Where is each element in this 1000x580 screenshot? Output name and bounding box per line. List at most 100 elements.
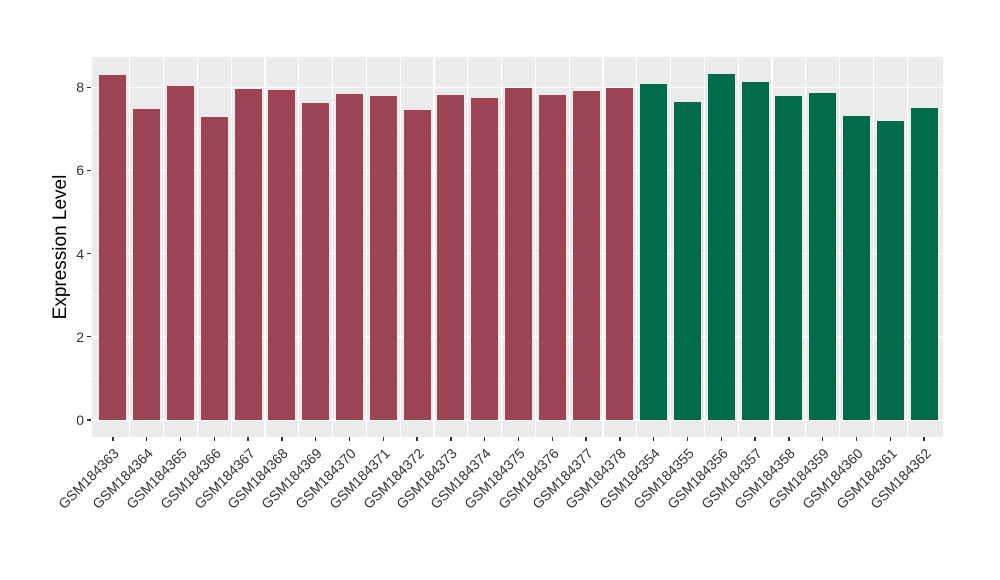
- x-tick-mark-GSM184354: [653, 437, 655, 441]
- bar-GSM184362: [910, 108, 938, 420]
- gridline-x-13: [534, 57, 537, 437]
- bar-GSM184370: [335, 94, 363, 420]
- x-tick-mark-GSM184360: [855, 437, 858, 441]
- bar-slot: [840, 57, 874, 420]
- bar-GSM184358: [775, 96, 803, 420]
- bar-slot: [738, 57, 772, 420]
- gridline-x-8: [365, 57, 368, 437]
- bar-slot: [873, 57, 907, 420]
- gridline-x-1: [129, 57, 131, 437]
- bar-slot: [637, 57, 671, 420]
- x-tick-mark-GSM184375: [517, 437, 520, 441]
- bar-GSM184374: [471, 97, 499, 420]
- bar-slot: [366, 57, 400, 420]
- bar-slot: [231, 57, 265, 420]
- x-tick-mark-GSM184371: [382, 437, 384, 441]
- x-tick-mark-GSM184363: [112, 437, 114, 441]
- gridline-x-15: [602, 57, 604, 437]
- y-tick-mark-0: [87, 419, 91, 421]
- bar-GSM184357: [741, 81, 769, 420]
- gridline-x-21: [805, 57, 807, 437]
- bar-GSM184376: [538, 94, 566, 420]
- x-tick-mark-GSM184359: [822, 437, 824, 441]
- y-tick-label-0: 0: [76, 412, 84, 428]
- x-tick-mark-GSM184356: [720, 437, 722, 441]
- gridline-x-12: [500, 57, 503, 437]
- gridline-x-17: [669, 57, 672, 437]
- bar-GSM184360: [842, 115, 870, 420]
- bar-slot: [907, 57, 941, 420]
- gridline-major-y-0: [92, 419, 943, 421]
- bar-GSM184371: [369, 95, 397, 420]
- bar-slot: [603, 57, 637, 420]
- x-tick-mark-GSM184365: [179, 437, 182, 441]
- gridline-x-23: [872, 57, 875, 437]
- bar-slot: [299, 57, 333, 420]
- gridline-x-6: [298, 57, 300, 437]
- bar-slot: [333, 57, 367, 420]
- bar-GSM184364: [133, 108, 161, 420]
- bar-slot: [265, 57, 299, 420]
- x-tick-mark-GSM184358: [788, 437, 790, 441]
- bar-slot: [468, 57, 502, 420]
- bar-GSM184366: [200, 117, 228, 420]
- gridline-x-3: [196, 57, 199, 437]
- x-tick-mark-GSM184378: [619, 437, 621, 441]
- gridline-x-16: [636, 57, 638, 437]
- y-tick-label-8: 8: [76, 79, 84, 96]
- x-tick-mark-GSM184361: [889, 437, 891, 441]
- gridline-x-14: [568, 57, 570, 437]
- bar-GSM184359: [809, 93, 837, 420]
- gridline-x-19: [737, 57, 739, 437]
- bar-slot: [502, 57, 536, 420]
- x-tick-mark-GSM184357: [754, 437, 756, 441]
- gridline-x-2: [162, 57, 165, 437]
- bar-GSM184367: [234, 88, 262, 420]
- plot-panel: [92, 57, 943, 437]
- x-tick-mark-GSM184376: [551, 437, 553, 441]
- gridline-x-10: [433, 57, 435, 437]
- gridline-x-5: [264, 57, 266, 437]
- gridline-major-y-8: [92, 86, 943, 88]
- bar-GSM184378: [606, 88, 634, 420]
- bar-slot: [772, 57, 806, 420]
- x-tick-mark-GSM184368: [281, 437, 283, 441]
- bar-GSM184375: [504, 88, 532, 420]
- bar-GSM184354: [640, 84, 668, 420]
- bar-slot: [806, 57, 840, 420]
- gridline-x-4: [230, 57, 232, 437]
- bar-slot: [164, 57, 198, 420]
- y-tick-label-2: 2: [76, 328, 84, 345]
- x-tick-mark-GSM184372: [416, 437, 418, 441]
- bar-slot: [434, 57, 468, 420]
- x-tick-mark-GSM184374: [484, 437, 486, 441]
- x-tick-mark-GSM184377: [585, 437, 587, 441]
- x-tick-mark-GSM184370: [348, 437, 351, 441]
- bar-slot: [569, 57, 603, 420]
- bar-GSM184365: [166, 86, 194, 420]
- bar-GSM184372: [403, 109, 431, 420]
- y-tick-mark-4: [87, 252, 91, 255]
- y-tick-label-6: 6: [76, 162, 84, 179]
- x-tick-mark-GSM184366: [213, 437, 215, 441]
- x-tick-mark-GSM184369: [315, 437, 317, 441]
- y-tick-mark-8: [87, 86, 91, 88]
- bar-slot: [96, 57, 130, 420]
- bar-slot: [671, 57, 705, 420]
- bar-GSM184368: [268, 90, 296, 420]
- bar-GSM184355: [673, 102, 701, 420]
- gridline-x-9: [399, 57, 401, 437]
- bar-GSM184363: [99, 74, 127, 420]
- bar-slot: [400, 57, 434, 420]
- bar-GSM184369: [302, 103, 330, 420]
- y-tick-mark-6: [87, 169, 91, 172]
- x-tick-mark-GSM184367: [247, 437, 249, 441]
- bar-slot: [130, 57, 164, 420]
- x-tick-mark-GSM184364: [146, 437, 148, 441]
- y-tick-label-4: 4: [76, 245, 84, 262]
- bar-GSM184373: [437, 95, 465, 420]
- gridline-x-22: [838, 57, 841, 437]
- bar-slot: [197, 57, 231, 420]
- gridline-x-7: [331, 57, 334, 437]
